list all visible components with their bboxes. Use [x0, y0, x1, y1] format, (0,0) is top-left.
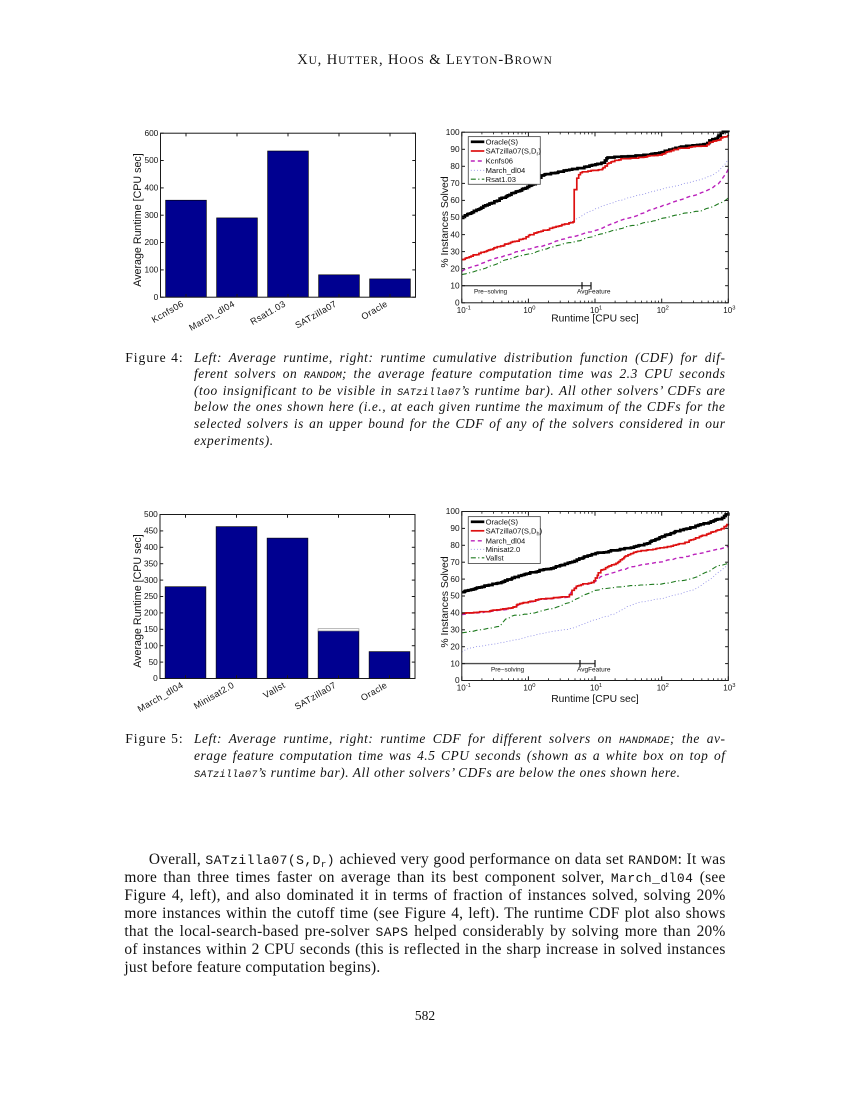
svg-text:Runtime [CPU sec]: Runtime [CPU sec]	[551, 314, 639, 325]
svg-text:103: 103	[723, 683, 735, 693]
svg-text:March_dl04: March_dl04	[486, 537, 526, 546]
svg-text:20: 20	[450, 263, 460, 273]
svg-text:100: 100	[523, 306, 535, 316]
svg-text:Average Runtime [CPU sec]: Average Runtime [CPU sec]	[132, 534, 144, 667]
svg-text:0: 0	[153, 673, 158, 683]
svg-text:Minisat2.0: Minisat2.0	[192, 680, 236, 711]
svg-text:70: 70	[450, 557, 460, 567]
svg-text:10: 10	[450, 280, 460, 290]
svg-text:50: 50	[450, 212, 460, 222]
svg-text:40: 40	[450, 608, 460, 618]
svg-text:600: 600	[144, 128, 158, 138]
svg-text:90: 90	[450, 144, 460, 154]
svg-text:101: 101	[590, 683, 602, 693]
svg-text:March_dl04: March_dl04	[187, 299, 236, 333]
svg-text:Vallst: Vallst	[261, 680, 287, 701]
svg-text:0: 0	[154, 292, 159, 302]
svg-text:70: 70	[450, 178, 460, 188]
svg-text:Rsat1.03: Rsat1.03	[486, 175, 516, 184]
svg-text:March_dl04: March_dl04	[136, 680, 185, 714]
svg-text:100: 100	[144, 265, 158, 275]
svg-text:250: 250	[144, 591, 158, 601]
svg-text:500: 500	[144, 155, 158, 165]
svg-text:200: 200	[144, 608, 158, 618]
svg-text:Vallst: Vallst	[486, 554, 505, 563]
svg-text:Minisat2.0: Minisat2.0	[486, 545, 521, 554]
svg-text:450: 450	[144, 526, 158, 536]
svg-text:% Instances Solved: % Instances Solved	[440, 556, 451, 647]
svg-text:Oracle: Oracle	[359, 680, 389, 703]
svg-text:SATzilla07: SATzilla07	[293, 299, 338, 331]
svg-text:Pre−solving: Pre−solving	[474, 289, 508, 296]
svg-text:350: 350	[144, 558, 158, 568]
svg-text:80: 80	[450, 540, 460, 550]
svg-text:300: 300	[144, 575, 158, 585]
svg-text:90: 90	[450, 523, 460, 533]
svg-text:Kcnfs06: Kcnfs06	[150, 299, 186, 325]
svg-text:103: 103	[723, 306, 735, 316]
svg-text:101: 101	[590, 306, 602, 316]
svg-text:Oracle: Oracle	[359, 299, 389, 322]
svg-text:SATzilla07(S,Dh): SATzilla07(S,Dh)	[486, 527, 543, 538]
svg-text:March_dl04: March_dl04	[486, 166, 526, 175]
svg-text:40: 40	[450, 229, 460, 239]
svg-text:30: 30	[450, 625, 460, 635]
svg-text:SATzilla07(S,Dr): SATzilla07(S,Dr)	[486, 147, 542, 158]
svg-text:100: 100	[523, 683, 535, 693]
svg-text:0: 0	[455, 675, 460, 685]
svg-text:200: 200	[144, 237, 158, 247]
svg-text:Oracle(S): Oracle(S)	[486, 138, 519, 147]
svg-text:AvgFeature: AvgFeature	[577, 667, 611, 674]
svg-text:AvgFeature: AvgFeature	[577, 289, 611, 296]
svg-text:0: 0	[455, 298, 460, 308]
svg-text:30: 30	[450, 246, 460, 256]
svg-text:100: 100	[446, 127, 460, 137]
svg-text:Pre−solving: Pre−solving	[491, 667, 525, 674]
svg-text:100: 100	[144, 640, 158, 650]
svg-text:80: 80	[450, 161, 460, 171]
svg-text:50: 50	[450, 591, 460, 601]
svg-text:500: 500	[144, 509, 158, 519]
svg-text:10-1: 10-1	[457, 306, 471, 316]
svg-text:10-1: 10-1	[457, 683, 471, 693]
svg-text:102: 102	[657, 306, 669, 316]
svg-text:400: 400	[144, 183, 158, 193]
svg-text:150: 150	[144, 624, 158, 634]
svg-text:Runtime [CPU sec]: Runtime [CPU sec]	[551, 694, 639, 705]
svg-text:100: 100	[446, 506, 460, 516]
svg-text:SATzilla07: SATzilla07	[293, 680, 338, 712]
svg-text:50: 50	[149, 657, 159, 667]
svg-text:% Instances Solved: % Instances Solved	[440, 176, 451, 267]
svg-text:60: 60	[450, 195, 460, 205]
svg-text:Oracle(S): Oracle(S)	[486, 518, 519, 527]
svg-text:400: 400	[144, 542, 158, 552]
svg-text:20: 20	[450, 641, 460, 651]
svg-text:102: 102	[657, 683, 669, 693]
svg-text:10: 10	[450, 658, 460, 668]
svg-text:Average Runtime [CPU sec]: Average Runtime [CPU sec]	[132, 153, 144, 286]
svg-text:Kcnfs06: Kcnfs06	[486, 157, 513, 166]
svg-text:300: 300	[144, 210, 158, 220]
svg-text:Rsat1.03: Rsat1.03	[249, 299, 288, 327]
svg-text:60: 60	[450, 574, 460, 584]
